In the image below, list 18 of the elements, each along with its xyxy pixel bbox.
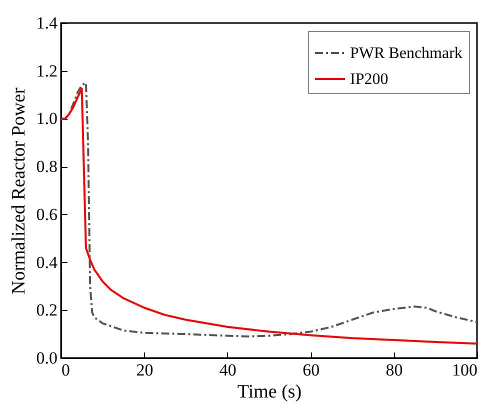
y-tick-label: 1.0: [36, 109, 58, 128]
x-tick-label: 20: [136, 360, 154, 380]
y-tick-label: 1.2: [36, 61, 58, 80]
y-tick-label: 0.0: [36, 348, 58, 368]
legend-label: IP200: [350, 71, 388, 88]
x-tick-label: 60: [302, 360, 320, 380]
x-tick-label: 80: [386, 360, 403, 380]
x-tick-label: 0: [62, 360, 70, 380]
x-axis-title: Time (s): [237, 382, 302, 402]
y-tick-label: 0.6: [36, 204, 58, 224]
y-tick-label: 0.8: [36, 157, 58, 176]
y-tick-label: 0.2: [36, 300, 58, 320]
y-tick-label: 0.4: [36, 252, 58, 272]
legend-label: PWR Benchmark: [350, 45, 462, 62]
x-tick-label: 40: [219, 360, 236, 380]
y-axis-title: Normalized Reactor Power: [8, 86, 30, 294]
x-tick-label: 100: [452, 360, 478, 380]
y-tick-label: 1.4: [36, 14, 58, 32]
